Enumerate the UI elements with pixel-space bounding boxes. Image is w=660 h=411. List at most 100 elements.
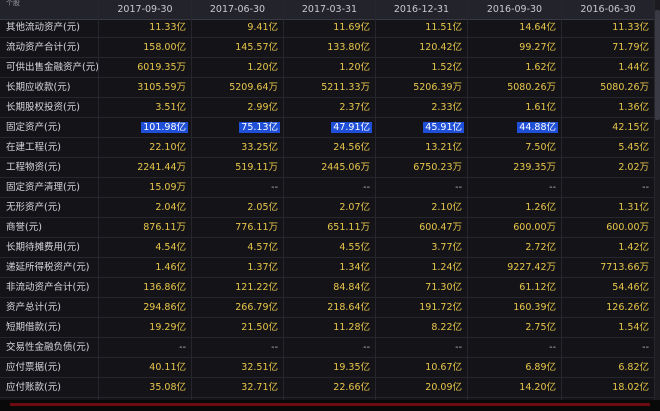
value-cell[interactable]: 2241.44万 bbox=[99, 158, 192, 178]
value-cell[interactable]: 2.10亿 bbox=[376, 198, 468, 218]
value-cell[interactable]: 600.00万 bbox=[468, 218, 562, 238]
value-cell[interactable]: 7.50亿 bbox=[468, 138, 562, 158]
value-cell[interactable]: 54.46亿 bbox=[562, 278, 655, 298]
value-cell[interactable]: 1.31亿 bbox=[562, 198, 655, 218]
value-cell[interactable]: 1.44亿 bbox=[562, 58, 655, 78]
column-header-2017-06-30[interactable]: 2017-06-30 bbox=[192, 0, 284, 20]
value-cell[interactable]: 2.75亿 bbox=[468, 318, 562, 338]
value-cell[interactable]: 6.37亿 bbox=[468, 398, 562, 400]
vertical-scrollbar-track[interactable] bbox=[655, 0, 660, 400]
value-cell[interactable]: 2445.06万 bbox=[284, 158, 376, 178]
value-cell[interactable]: 6750.23万 bbox=[376, 158, 468, 178]
value-cell[interactable]: 18.02亿 bbox=[562, 378, 655, 398]
value-cell[interactable]: 2.04亿 bbox=[99, 198, 192, 218]
value-cell[interactable]: 22.66亿 bbox=[284, 378, 376, 398]
value-cell[interactable]: 6.89亿 bbox=[468, 358, 562, 378]
value-cell[interactable]: 2.99亿 bbox=[192, 98, 284, 118]
value-cell[interactable]: 2.07亿 bbox=[284, 198, 376, 218]
value-cell[interactable]: -- bbox=[284, 178, 376, 198]
value-cell[interactable]: 5206.39万 bbox=[376, 78, 468, 98]
value-cell[interactable]: 2.37亿 bbox=[284, 98, 376, 118]
value-cell[interactable]: 1.62亿 bbox=[468, 58, 562, 78]
value-cell[interactable]: 3.51亿 bbox=[99, 98, 192, 118]
table-row[interactable]: 流动资产合计(元) 158.00亿 145.57亿 133.80亿 120.42亿 99.… bbox=[0, 38, 655, 58]
table-row[interactable]: 短期借款(元) 19.29亿 21.50亿 11.28亿 8.22亿 2.75亿 1.54亿 bbox=[0, 318, 655, 338]
value-cell[interactable]: 294.86亿 bbox=[99, 298, 192, 318]
value-cell[interactable]: 99.27亿 bbox=[468, 38, 562, 58]
value-cell[interactable]: 11.28亿 bbox=[284, 318, 376, 338]
value-cell[interactable]: 3.77亿 bbox=[376, 238, 468, 258]
table-row[interactable]: 固定资产(元) 101.98亿 75.13亿 47.91亿 45.91亿 44.88亿 42… bbox=[0, 118, 655, 138]
value-cell[interactable]: 19.29亿 bbox=[99, 318, 192, 338]
value-cell[interactable]: 5080.26万 bbox=[468, 78, 562, 98]
value-cell[interactable]: 1.24亿 bbox=[376, 258, 468, 278]
table-row[interactable]: 非流动资产合计(元) 136.86亿 121.22亿 84.84亿 71.30亿 61.1… bbox=[0, 278, 655, 298]
value-cell[interactable]: 33.25亿 bbox=[192, 138, 284, 158]
value-cell[interactable]: 6019.35万 bbox=[99, 58, 192, 78]
value-cell[interactable]: 1.37亿 bbox=[192, 258, 284, 278]
value-cell[interactable]: 1.52亿 bbox=[376, 58, 468, 78]
table-row[interactable]: 无形资产(元) 2.04亿 2.05亿 2.07亿 2.10亿 1.26亿 1.31亿 bbox=[0, 198, 655, 218]
value-cell[interactable]: 22.10亿 bbox=[99, 138, 192, 158]
value-cell[interactable]: -- bbox=[192, 178, 284, 198]
value-cell[interactable]: 20.09亿 bbox=[376, 378, 468, 398]
value-cell[interactable]: 1.20亿 bbox=[284, 58, 376, 78]
value-cell[interactable]: 32.51亿 bbox=[192, 358, 284, 378]
value-cell[interactable]: -- bbox=[99, 338, 192, 358]
table-row[interactable]: 应付票据(元) 40.11亿 32.51亿 19.35亿 10.67亿 6.89亿 6.82… bbox=[0, 358, 655, 378]
value-cell[interactable]: -- bbox=[468, 178, 562, 198]
table-row[interactable]: 在建工程(元) 22.10亿 33.25亿 24.56亿 13.21亿 7.50亿 5.45… bbox=[0, 138, 655, 158]
value-cell[interactable]: 8.22亿 bbox=[376, 318, 468, 338]
value-cell[interactable]: 600.47万 bbox=[376, 218, 468, 238]
value-cell[interactable]: 35.08亿 bbox=[99, 378, 192, 398]
table-row[interactable]: 商誉(元) 876.11万 776.11万 651.11万 600.47万 600.00万… bbox=[0, 218, 655, 238]
table-row[interactable]: 资产总计(元) 294.86亿 266.79亿 218.64亿 191.72亿 160.3… bbox=[0, 298, 655, 318]
value-cell[interactable]: 218.64亿 bbox=[284, 298, 376, 318]
value-cell[interactable]: -- bbox=[284, 338, 376, 358]
value-cell[interactable]: 44.88亿 bbox=[468, 118, 562, 138]
value-cell[interactable]: 101.98亿 bbox=[99, 118, 192, 138]
value-cell[interactable]: 11.69亿 bbox=[284, 18, 376, 38]
table-row[interactable]: 可供出售金融资产(元) 6019.35万 1.20亿 1.20亿 1.52亿 1.62亿 1… bbox=[0, 58, 655, 78]
value-cell[interactable]: 239.35万 bbox=[468, 158, 562, 178]
value-cell[interactable]: 71.30亿 bbox=[376, 278, 468, 298]
value-cell[interactable]: 2.05亿 bbox=[192, 198, 284, 218]
column-header-2017-09-30[interactable]: 2017-09-30 bbox=[99, 0, 192, 20]
value-cell[interactable]: 191.72亿 bbox=[376, 298, 468, 318]
value-cell[interactable]: 1.34亿 bbox=[284, 258, 376, 278]
value-cell[interactable]: 4.57亿 bbox=[192, 238, 284, 258]
value-cell[interactable]: 3105.59万 bbox=[99, 78, 192, 98]
value-cell[interactable]: 6.27亿 bbox=[562, 398, 655, 400]
value-cell[interactable]: -- bbox=[376, 338, 468, 358]
value-cell[interactable]: 121.22亿 bbox=[192, 278, 284, 298]
value-cell[interactable]: 876.11万 bbox=[99, 218, 192, 238]
value-cell[interactable]: 40.11亿 bbox=[99, 358, 192, 378]
value-cell[interactable]: -- bbox=[192, 338, 284, 358]
value-cell[interactable]: 11.33亿 bbox=[99, 18, 192, 38]
value-cell[interactable]: 1.46亿 bbox=[99, 258, 192, 278]
value-cell[interactable]: 47.91亿 bbox=[284, 118, 376, 138]
value-cell[interactable]: 1.36亿 bbox=[562, 98, 655, 118]
value-cell[interactable]: 14.64亿 bbox=[468, 18, 562, 38]
value-cell[interactable]: 71.79亿 bbox=[562, 38, 655, 58]
value-cell[interactable]: 6.82亿 bbox=[562, 358, 655, 378]
vertical-scrollbar-thumb[interactable] bbox=[655, 10, 660, 120]
value-cell[interactable]: 21.50亿 bbox=[192, 318, 284, 338]
column-header-2016-12-31[interactable]: 2016-12-31 bbox=[376, 0, 468, 20]
value-cell[interactable]: 1.54亿 bbox=[562, 318, 655, 338]
value-cell[interactable]: 84.84亿 bbox=[284, 278, 376, 298]
value-cell[interactable]: 519.11万 bbox=[192, 158, 284, 178]
value-cell[interactable]: 45.91亿 bbox=[376, 118, 468, 138]
value-cell[interactable]: 7713.66万 bbox=[562, 258, 655, 278]
value-cell[interactable]: 75.13亿 bbox=[192, 118, 284, 138]
table-row[interactable]: 预收账款(元)11.12亿8.45亿11.97亿11.61亿6.37亿6.27亿 bbox=[0, 398, 655, 400]
value-cell[interactable]: -- bbox=[562, 338, 655, 358]
value-cell[interactable]: 600.00万 bbox=[562, 218, 655, 238]
value-cell[interactable]: 5080.26万 bbox=[562, 78, 655, 98]
value-cell[interactable]: 145.57亿 bbox=[192, 38, 284, 58]
value-cell[interactable]: 160.39亿 bbox=[468, 298, 562, 318]
table-row[interactable]: 其他流动资产(元) 11.33亿 9.41亿 11.69亿 11.51亿 14.64亿 11… bbox=[0, 18, 655, 38]
table-row[interactable]: 长期股权投资(元) 3.51亿 2.99亿 2.37亿 2.33亿 1.61亿 1.36亿 bbox=[0, 98, 655, 118]
value-cell[interactable]: 10.67亿 bbox=[376, 358, 468, 378]
value-cell[interactable]: 9.41亿 bbox=[192, 18, 284, 38]
